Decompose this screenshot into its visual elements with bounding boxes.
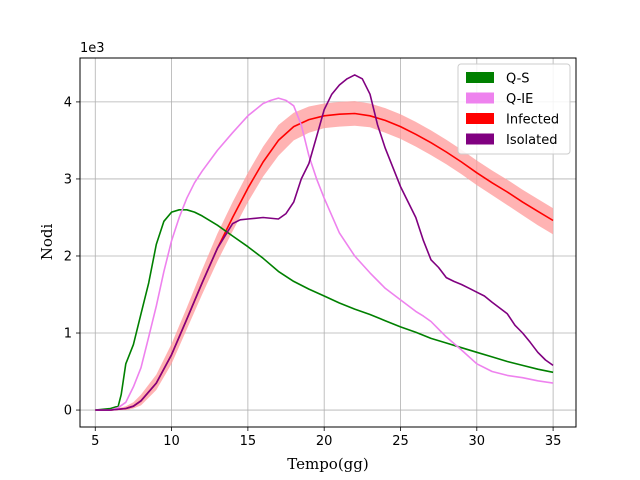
x-tick-label: 15 xyxy=(240,434,257,449)
legend-label-q-ie: Q-IE xyxy=(506,92,533,107)
legend-swatch-infected xyxy=(466,113,494,124)
legend: Q-S Q-IE Infected Isolated xyxy=(457,63,571,155)
legend-label-infected: Infected xyxy=(506,113,559,128)
y-axis-ticks: 0 1 2 3 4 xyxy=(64,95,80,419)
legend-box xyxy=(457,63,571,155)
y-tick-label: 4 xyxy=(64,95,72,110)
y-tick-label: 3 xyxy=(64,172,72,187)
series-layer xyxy=(95,74,554,411)
legend-label-isolated: Isolated xyxy=(506,133,558,148)
x-tick-label: 5 xyxy=(91,434,99,449)
y-axis-label: Nodi xyxy=(38,224,56,261)
x-axis-label: Tempo(gg) xyxy=(287,455,368,473)
x-tick-label: 30 xyxy=(469,434,486,449)
x-tick-label: 25 xyxy=(392,434,409,449)
x-axis-ticks: 5 10 15 20 25 30 35 xyxy=(91,427,561,449)
x-tick-label: 20 xyxy=(316,434,333,449)
x-tick-label: 35 xyxy=(545,434,562,449)
legend-label-q-s: Q-S xyxy=(506,72,530,87)
series-line-isolated xyxy=(95,74,554,411)
plot-frame xyxy=(79,57,577,428)
series-line-q-ie xyxy=(95,97,554,411)
y-tick-label: 0 xyxy=(64,404,72,419)
y-tick-label: 2 xyxy=(64,249,72,264)
x-tick-label: 10 xyxy=(163,434,180,449)
legend-swatch-isolated xyxy=(466,133,494,145)
legend-swatch-q-s xyxy=(466,72,494,83)
y-tick-label: 1 xyxy=(64,327,72,342)
y-offset-label: 1e3 xyxy=(80,41,105,56)
legend-swatch-q-ie xyxy=(466,92,494,104)
